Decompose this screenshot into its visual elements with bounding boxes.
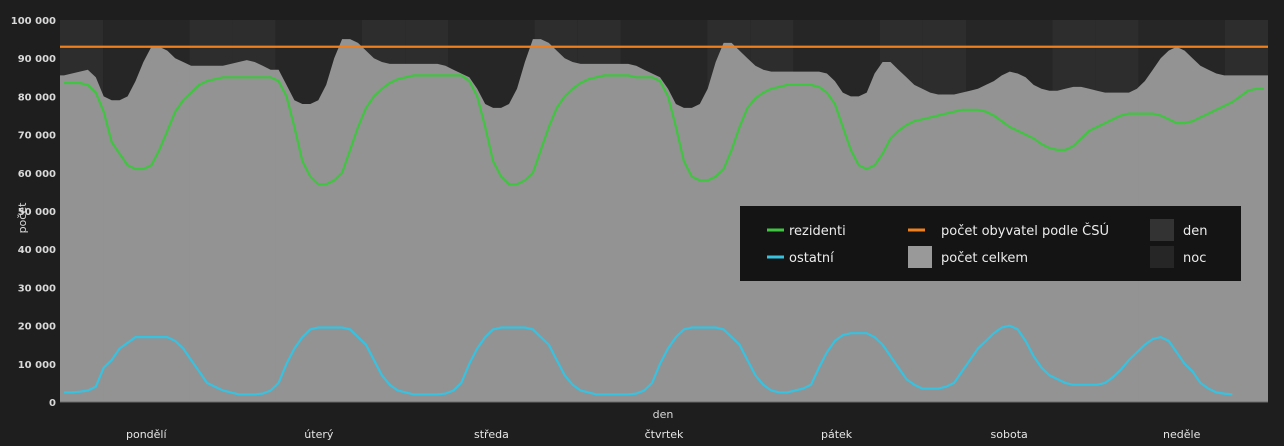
x-day-label: sobota <box>991 428 1028 441</box>
legend-label-celkem: počet celkem <box>941 251 1028 266</box>
legend-swatch-celkem <box>908 246 932 268</box>
y-tick-label: 30 000 <box>18 283 56 294</box>
x-day-label: pondělí <box>126 428 167 441</box>
legend-label-obyvatel: počet obyvatel podle ČSÚ <box>941 223 1109 239</box>
x-day-label: neděle <box>1163 428 1201 441</box>
y-tick-label: 40 000 <box>18 245 56 256</box>
y-tick-label: 90 000 <box>18 54 56 65</box>
legend-swatch-den <box>1150 219 1174 241</box>
legend-label-noc: noc <box>1183 251 1206 266</box>
y-tick-label: 60 000 <box>18 169 56 180</box>
series-lines-layer <box>60 45 1268 396</box>
ostatni-line <box>64 324 1233 396</box>
y-tick-label: 50 000 <box>18 207 56 218</box>
y-tick-label: 0 <box>49 398 56 409</box>
legend-label-ostatni: ostatní <box>789 251 834 266</box>
y-tick-label: 10 000 <box>18 360 56 371</box>
y-tick-label: 80 000 <box>18 92 56 103</box>
x-axis-day-labels: pondělí úterý středa čtvrtek pátek sobota nedě… <box>126 428 1201 441</box>
legend-swatch-noc <box>1150 246 1174 268</box>
y-tick-label: 70 000 <box>18 131 56 142</box>
legend-box <box>740 206 1241 281</box>
x-day-label: středa <box>474 428 509 441</box>
x-axis-title: den <box>653 408 674 421</box>
x-day-label: čtvrtek <box>645 428 684 441</box>
rezidenti-line <box>64 74 1264 186</box>
y-tick-label: 100 000 <box>11 16 56 27</box>
total-area <box>60 39 1268 402</box>
legend: rezidenti ostatní počet obyvatel podle Č… <box>740 206 1241 281</box>
x-day-label: úterý <box>304 428 334 441</box>
y-tick-label: 20 000 <box>18 322 56 333</box>
total-area-layer <box>60 39 1268 402</box>
y-axis-title: počet <box>16 202 29 234</box>
legend-label-den: den <box>1183 224 1208 239</box>
y-axis: 0 10 000 20 000 30 000 40 000 50 000 60 000 70 … <box>11 16 1268 409</box>
legend-label-rezidenti: rezidenti <box>789 224 846 239</box>
x-day-label: pátek <box>821 428 853 441</box>
